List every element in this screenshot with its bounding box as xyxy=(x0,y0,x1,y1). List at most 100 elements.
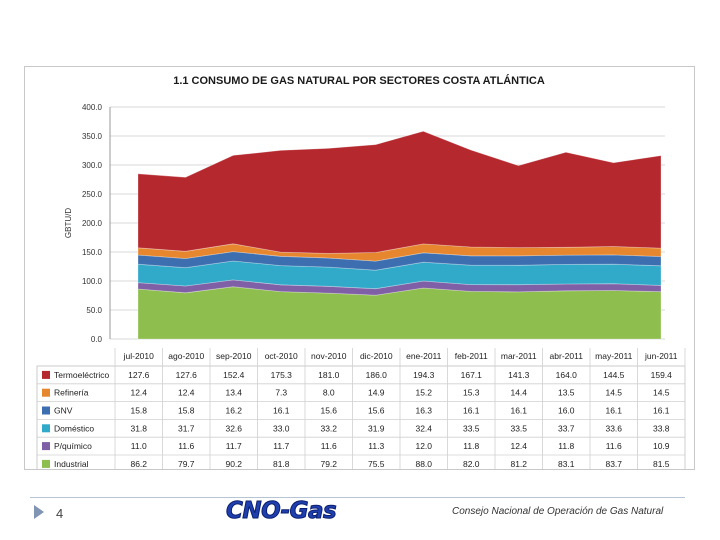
data-value-label: 16.1 xyxy=(463,406,480,416)
category-label: ene-2011 xyxy=(406,351,442,361)
legend-swatch xyxy=(42,424,50,433)
chart-frame: 1.1 CONSUMO DE GAS NATURAL POR SECTORES … xyxy=(24,66,695,470)
y-tick-label: 300.0 xyxy=(82,161,103,170)
data-value-label: 15.6 xyxy=(320,406,337,416)
y-tick-label: 0.0 xyxy=(91,335,103,344)
data-value-label: 83.1 xyxy=(558,459,575,469)
area-series-5 xyxy=(137,130,662,254)
data-value-label: 14.9 xyxy=(368,388,385,398)
data-value-label: 33.7 xyxy=(558,423,575,433)
category-label: jun-2011 xyxy=(644,351,678,361)
data-value-label: 82.0 xyxy=(463,459,480,469)
data-value-label: 16.0 xyxy=(558,406,575,416)
data-value-label: 33.6 xyxy=(605,423,622,433)
legend-swatch xyxy=(42,370,50,379)
category-label: nov-2010 xyxy=(311,351,347,361)
legend-series-name: Industrial xyxy=(54,459,89,469)
data-value-label: 31.8 xyxy=(130,423,147,433)
data-value-label: 10.9 xyxy=(653,441,670,451)
legend-series-name: Termoeléctrico xyxy=(54,370,110,380)
data-value-label: 11.6 xyxy=(321,441,337,451)
data-value-label: 16.1 xyxy=(510,406,527,416)
data-value-label: 33.2 xyxy=(320,423,337,433)
data-value-label: 16.3 xyxy=(415,406,432,416)
data-value-label: 75.5 xyxy=(368,459,385,469)
y-tick-label: 400.0 xyxy=(82,103,103,112)
data-value-label: 11.0 xyxy=(131,441,147,451)
category-label: jul-2010 xyxy=(123,351,155,361)
legend-series-name: P/químico xyxy=(54,441,92,451)
data-value-label: 167.1 xyxy=(461,370,483,380)
data-value-label: 79.2 xyxy=(320,459,337,469)
data-value-label: 11.6 xyxy=(178,441,194,451)
footer-divider xyxy=(30,497,685,498)
y-tick-label: 100.0 xyxy=(82,277,103,286)
data-value-label: 181.0 xyxy=(318,370,340,380)
data-value-label: 14.5 xyxy=(653,388,670,398)
data-value-label: 32.4 xyxy=(415,423,432,433)
y-tick-label: 200.0 xyxy=(82,219,103,228)
category-label: dic-2010 xyxy=(360,351,393,361)
legend-series-name: Doméstico xyxy=(54,423,94,433)
data-value-label: 186.0 xyxy=(366,370,388,380)
legend-series-name: GNV xyxy=(54,406,73,416)
data-value-label: 90.2 xyxy=(225,459,242,469)
data-table-border xyxy=(36,365,686,469)
data-value-label: 14.4 xyxy=(510,388,527,398)
category-label: abr-2011 xyxy=(550,351,584,361)
data-value-label: 81.8 xyxy=(273,459,290,469)
chart-title: 1.1 CONSUMO DE GAS NATURAL POR SECTORES … xyxy=(173,74,545,87)
data-value-label: 15.6 xyxy=(368,406,385,416)
data-value-label: 33.0 xyxy=(273,423,290,433)
data-value-label: 14.5 xyxy=(605,388,622,398)
data-value-label: 15.8 xyxy=(178,406,195,416)
category-label: mar-2011 xyxy=(501,351,537,361)
data-value-label: 194.3 xyxy=(413,370,435,380)
data-value-label: 31.9 xyxy=(368,423,385,433)
data-value-label: 16.2 xyxy=(225,406,242,416)
data-value-label: 15.8 xyxy=(130,406,147,416)
data-value-label: 86.2 xyxy=(130,459,147,469)
data-value-label: 11.7 xyxy=(226,441,242,451)
data-value-label: 11.6 xyxy=(606,441,622,451)
area-series-0 xyxy=(137,286,662,340)
data-value-label: 11.3 xyxy=(368,441,384,451)
data-value-label: 8.0 xyxy=(323,388,335,398)
y-axis-label: GBTU/D xyxy=(64,208,73,238)
data-value-label: 164.0 xyxy=(556,370,578,380)
data-value-label: 11.8 xyxy=(463,441,479,451)
legend-swatch xyxy=(42,406,50,415)
y-tick-label: 150.0 xyxy=(82,248,103,257)
stacked-area-chart: 1.1 CONSUMO DE GAS NATURAL POR SECTORES … xyxy=(36,74,686,469)
legend-swatch xyxy=(42,388,50,397)
y-tick-label: 350.0 xyxy=(82,132,103,141)
data-value-label: 12.4 xyxy=(130,388,147,398)
data-value-label: 83.7 xyxy=(605,459,622,469)
data-value-label: 13.5 xyxy=(558,388,575,398)
category-label: sep-2010 xyxy=(216,351,252,361)
data-value-label: 127.6 xyxy=(176,370,198,380)
data-value-label: 175.3 xyxy=(271,370,293,380)
data-value-label: 144.5 xyxy=(603,370,625,380)
category-label: may-2011 xyxy=(595,351,632,361)
page-arrow-icon xyxy=(34,505,44,519)
data-value-label: 33.8 xyxy=(653,423,670,433)
data-value-label: 11.7 xyxy=(273,441,289,451)
data-value-label: 141.3 xyxy=(508,370,530,380)
data-value-label: 127.6 xyxy=(128,370,150,380)
category-label: feb-2011 xyxy=(455,351,488,361)
data-value-label: 12.4 xyxy=(178,388,195,398)
data-value-label: 81.5 xyxy=(653,459,670,469)
data-value-label: 16.1 xyxy=(653,406,670,416)
data-value-label: 13.4 xyxy=(225,388,242,398)
data-value-label: 15.2 xyxy=(415,388,432,398)
data-value-label: 7.3 xyxy=(275,388,287,398)
legend-swatch xyxy=(42,459,50,468)
data-value-label: 16.1 xyxy=(273,406,290,416)
y-tick-label: 50.0 xyxy=(86,306,102,315)
data-value-label: 152.4 xyxy=(223,370,245,380)
data-value-label: 11.8 xyxy=(558,441,574,451)
legend-series-name: Refinería xyxy=(54,388,89,398)
data-value-label: 32.6 xyxy=(225,423,242,433)
data-value-label: 12.4 xyxy=(510,441,527,451)
